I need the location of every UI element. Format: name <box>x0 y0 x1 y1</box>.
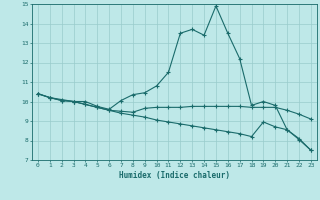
X-axis label: Humidex (Indice chaleur): Humidex (Indice chaleur) <box>119 171 230 180</box>
